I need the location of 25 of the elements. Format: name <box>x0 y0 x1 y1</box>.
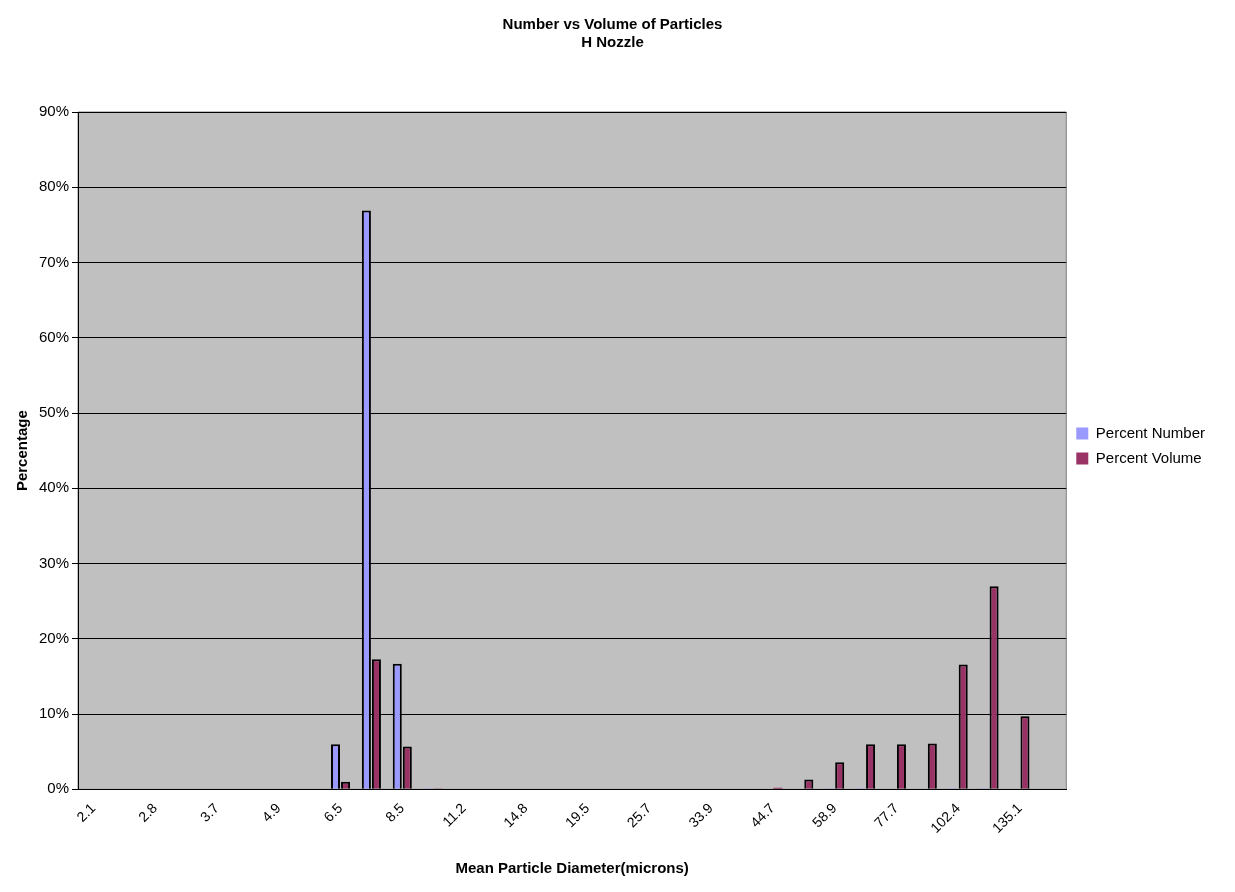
x-tick-label: 3.7 <box>196 799 222 825</box>
y-tick-label: 80% <box>38 177 70 195</box>
y-tick-label: 0% <box>47 779 70 797</box>
x-axis-title: Mean Particle Diameter(microns) <box>455 859 689 877</box>
y-tick-label: 20% <box>38 628 70 646</box>
y-tick-label: 40% <box>38 478 70 496</box>
x-tick-label: 2.8 <box>135 799 161 825</box>
y-tick-label: 30% <box>38 553 70 571</box>
chart-subtitle: H Nozzle <box>581 33 644 51</box>
y-tick-label: 70% <box>38 252 70 270</box>
x-tick-label: 2.1 <box>73 799 99 825</box>
x-tick-label: 8.5 <box>382 799 408 825</box>
y-axis-title: Percentage <box>13 410 31 492</box>
y-tick-label: 60% <box>38 327 70 345</box>
x-tick-label: 6.5 <box>320 799 346 825</box>
y-tick-label: 50% <box>38 403 70 421</box>
x-tick-label: 4.9 <box>258 799 284 825</box>
x-tick-label: 58.9 <box>808 799 840 831</box>
legend-label: Percent Number <box>1095 423 1206 441</box>
legend-label: Percent Volume <box>1095 448 1202 466</box>
x-tick-label: 33.9 <box>685 799 717 831</box>
y-tick-label: 10% <box>38 704 70 722</box>
chart-title: Number vs Volume of Particles <box>502 15 723 33</box>
y-tick-label: 90% <box>38 102 70 120</box>
x-tick-label: 44.7 <box>747 799 778 831</box>
